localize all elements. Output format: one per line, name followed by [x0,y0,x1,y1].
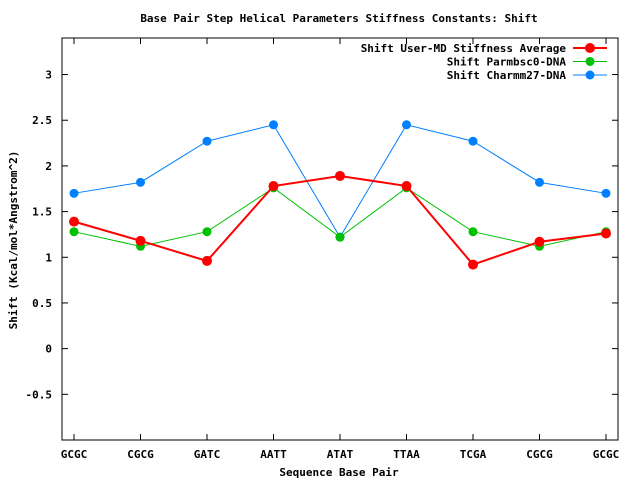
series-point-1 [69,216,79,227]
series-point-3 [269,120,278,130]
y-tick-label: -0.5 [26,388,53,401]
y-tick-label: 0 [45,343,52,356]
y-tick-label: 0.5 [32,297,52,310]
y-tick-label: 3 [45,69,52,82]
series-line-1 [73,174,607,266]
x-tick-label: AATT [260,448,287,461]
series-point-3 [136,177,145,187]
legend-label-1: Shift User-MD Stiffness Average [361,42,567,55]
legend-label-3: Shift Charmm27-DNA [447,69,567,82]
x-tick-label: TTAA [393,448,420,461]
legend-label-2: Shift Parmbsc0-DNA [447,56,567,69]
x-tick-label: ATAT [327,448,354,461]
series-point-1 [601,228,611,239]
series-point-2 [202,227,212,237]
series-point-1 [202,255,212,266]
series-point-2 [335,232,345,242]
series-point-2 [468,227,478,237]
x-tick-label: GCGC [61,448,88,461]
x-tick-label: TCGA [460,448,487,461]
x-tick-label: CGCG [526,448,553,461]
series-point-1 [268,181,279,192]
series-line-3 [73,124,607,239]
series-point-1 [335,170,345,181]
y-tick-label: 1.5 [32,206,52,219]
series-point-2 [69,227,79,237]
series-point-3 [535,177,544,187]
series-point-3 [601,188,611,198]
series-point-3 [402,120,411,130]
series-point-1 [401,181,412,192]
series-point-3 [202,136,212,146]
series-point-1 [468,259,478,270]
chart-title: Base Pair Step Helical Parameters Stiffn… [140,12,537,25]
x-tick-label: GCGC [593,448,620,461]
series-point-3 [69,188,79,198]
x-axis-label: Sequence Base Pair [279,466,399,479]
y-tick-label: 1 [45,251,52,264]
series-point-1 [135,235,146,246]
y-axis-label: Shift (Kcal/mol*Angstrom^2) [7,151,20,330]
plot-area: -0.5 0 0.5 1 1.5 2 2.5 3 GCGC CGCG GATC AATT ATAT TTA… [26,37,620,461]
series-point-3 [468,136,478,146]
legend-marker-3 [585,70,595,80]
y-tick-label: 2.5 [32,114,52,127]
series-point-1 [534,236,545,247]
legend-marker-1 [585,43,595,53]
legend-marker-2 [585,57,595,66]
y-tick-label: 2 [45,160,52,173]
x-tick-label: GATC [194,448,221,461]
x-tick-label: CGCG [127,448,154,461]
